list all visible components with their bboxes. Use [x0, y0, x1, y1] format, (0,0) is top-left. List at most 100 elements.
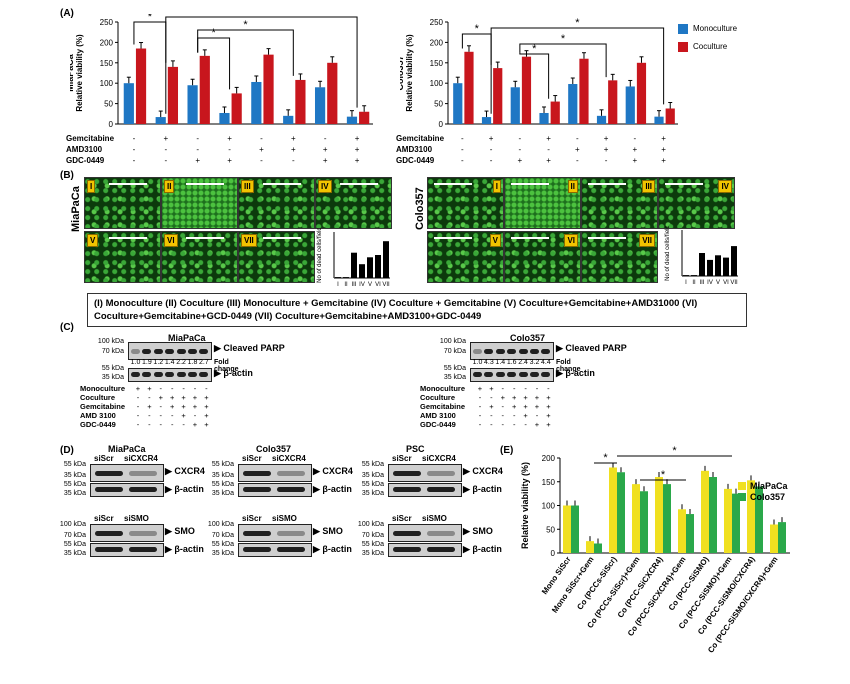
lane-label: siScr [94, 454, 114, 463]
micrograph-V: V [84, 231, 161, 283]
treatment-row-label: Gemcitabine [80, 402, 126, 411]
treatment-cell: - [490, 411, 493, 420]
micrograph-tag: V [87, 234, 99, 247]
bar-monoculture [283, 115, 294, 124]
micrograph-tag: II [567, 180, 578, 193]
parp-band [188, 349, 197, 354]
bar-coculture [359, 111, 370, 124]
beta-actin-label: ▶ β-actin [463, 484, 502, 494]
inset-bar [723, 257, 729, 276]
treatment-cell: - [164, 145, 168, 154]
kda-label: 35 kDa [63, 472, 86, 479]
treatment-cell: + [135, 384, 141, 393]
treatment-cell: + [489, 402, 494, 411]
actin-blot [238, 483, 312, 497]
treatment-cell: + [661, 134, 666, 143]
bar-coculture [135, 48, 147, 124]
y-tick-label: 50 [104, 100, 113, 109]
micrograph-tag: IV [318, 180, 332, 193]
beta-actin-label: ▶ β-actin [313, 484, 352, 494]
scale-bar [588, 183, 626, 185]
bar-monoculture [481, 117, 492, 124]
beta-actin-label: ▶ β-actin [556, 368, 595, 378]
treatment-cell: + [354, 156, 360, 165]
treatment-cell: - [490, 420, 493, 429]
bar-monoculture [123, 83, 134, 124]
kda-label: 55 kDa [443, 365, 466, 372]
treatment-cell: + [523, 393, 528, 402]
fold-change-value: 1.0 [130, 359, 141, 366]
treatment-cell: - [196, 145, 200, 154]
inset-x-label: VII [730, 280, 738, 286]
treatment-cell: + [477, 384, 483, 393]
scale-bar [109, 237, 147, 239]
treatment-row-label: AMD 3100 [420, 411, 456, 420]
treatment-row-label: GDC-0449 [420, 420, 456, 429]
y-tick-label: 100 [542, 502, 556, 511]
target-blot [90, 464, 164, 482]
treatment-cell: + [661, 145, 666, 154]
treatment-cell: - [193, 411, 197, 420]
kda-label: 100 kDa [357, 521, 384, 528]
scale-bar [511, 183, 549, 185]
treatment-cell: + [163, 134, 169, 143]
micrograph-tag: VI [564, 234, 578, 247]
bar-miapaca [747, 480, 755, 553]
target-band [277, 471, 305, 476]
bar-colo357 [594, 543, 602, 553]
parp-band [473, 349, 482, 354]
target-band [393, 471, 421, 476]
treatment-cell: - [512, 411, 516, 420]
treatment-cell: - [159, 384, 163, 393]
target-blot [388, 464, 462, 482]
treatment-row-label: Monoculture [80, 384, 125, 393]
parp-band [507, 349, 517, 354]
parp-band [518, 349, 528, 354]
bar-colo357 [709, 477, 717, 553]
treatment-cell: - [461, 156, 464, 165]
parp-band [530, 349, 539, 354]
micrograph-tag: III [642, 180, 655, 193]
inset-y-title: No of dead cells/field [665, 226, 671, 281]
treatment-cell: - [260, 156, 263, 165]
treatment-cell: - [205, 384, 208, 393]
treatment-cell: - [501, 411, 505, 420]
bar-coculture [636, 62, 647, 124]
micrograph-II: II [504, 177, 581, 229]
kda-label: 55 kDa [63, 461, 86, 468]
target-band [393, 531, 421, 536]
actin-band [473, 372, 482, 377]
treatment-cell: - [136, 402, 140, 411]
parp-band [153, 349, 163, 354]
panel-b-caption: (I) Monoculture (II) Coculture (III) Mon… [87, 293, 747, 327]
treatment-cell: + [546, 411, 551, 420]
treatment-cell: - [535, 411, 539, 420]
lane-label: siCXCR4 [124, 454, 158, 463]
bar-colo357 [755, 486, 763, 553]
treatment-cell: + [523, 402, 528, 411]
target-blot [388, 524, 462, 542]
inset-bar [359, 264, 365, 278]
legend-label-monoculture: Monoculture [693, 24, 738, 33]
parp-band [176, 349, 186, 354]
kda-label: 35 kDa [101, 374, 124, 381]
treatment-row-label: Gemcitabine [420, 402, 466, 411]
chart-a-miapaca: 0 50 100 150 200 250 Relative viability (%)Mia… [70, 14, 373, 129]
treatment-cell: - [518, 145, 522, 154]
kda-label: 100 kDa [97, 338, 124, 345]
parp-blot [470, 342, 554, 360]
y-tick-label: 50 [434, 100, 443, 109]
inset-x-label: IV [707, 280, 713, 286]
bar-miapaca [563, 505, 571, 553]
target-label: ▶ SMO [463, 526, 493, 536]
treatment-cell: - [576, 156, 579, 165]
micrograph-tag: V [489, 234, 501, 247]
actin-band [95, 547, 123, 552]
bar-miapaca [632, 484, 640, 553]
treatment-cell: - [136, 420, 140, 429]
sig-star: * [561, 33, 566, 45]
treatment-cell: + [227, 156, 232, 165]
treatment-cell: - [323, 134, 327, 143]
legend-swatch-coculture [678, 42, 688, 52]
kda-label: 35 kDa [211, 490, 234, 497]
